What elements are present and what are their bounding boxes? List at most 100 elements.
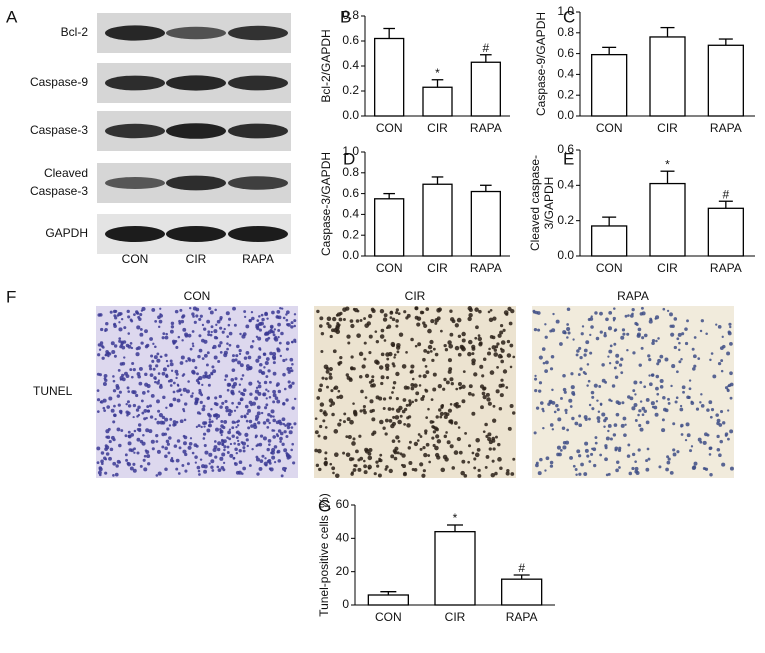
nucleus	[597, 419, 601, 423]
nucleus	[453, 421, 458, 425]
nucleus	[557, 417, 562, 422]
nucleus	[724, 386, 728, 390]
nucleus	[103, 409, 107, 413]
nucleus	[283, 430, 287, 434]
nucleus	[679, 404, 683, 408]
nucleus	[613, 307, 616, 310]
nucleus	[284, 424, 287, 427]
nucleus	[635, 323, 639, 327]
nucleus	[272, 371, 277, 376]
blot-row-label: Caspase-9	[30, 75, 88, 89]
nucleus	[722, 421, 726, 425]
nucleus	[559, 342, 563, 346]
nucleus	[467, 316, 472, 322]
nucleus	[319, 402, 325, 407]
nucleus	[267, 439, 272, 443]
nucleus	[555, 319, 560, 324]
y-tick-label: 0.6	[342, 186, 359, 200]
nucleus	[142, 391, 146, 395]
nucleus	[363, 464, 368, 469]
nucleus	[410, 382, 415, 387]
nucleus	[119, 362, 124, 366]
nucleus	[192, 344, 195, 348]
nucleus	[679, 407, 684, 412]
nucleus	[700, 319, 704, 323]
nucleus	[471, 393, 475, 397]
nucleus	[142, 458, 146, 462]
nucleus	[423, 323, 428, 329]
nucleus	[201, 357, 205, 360]
nucleus	[347, 434, 352, 440]
nucleus	[220, 419, 224, 423]
nucleus	[112, 438, 116, 442]
nucleus	[264, 332, 267, 336]
nucleus	[693, 364, 697, 368]
nucleus	[199, 458, 203, 461]
nucleus	[672, 448, 676, 452]
nucleus	[258, 381, 261, 385]
nucleus	[201, 323, 205, 327]
nucleus	[386, 357, 390, 361]
nucleus	[608, 398, 612, 402]
nucleus	[391, 391, 394, 394]
nucleus	[447, 408, 453, 413]
nucleus	[662, 395, 666, 400]
nucleus	[244, 432, 249, 437]
nucleus	[377, 473, 382, 478]
nucleus	[387, 407, 392, 411]
nucleus	[316, 309, 320, 314]
nucleus	[255, 335, 259, 338]
nucleus	[188, 441, 193, 446]
nucleus	[166, 364, 170, 368]
nucleus	[594, 441, 598, 445]
nucleus	[279, 440, 282, 443]
nucleus	[666, 309, 670, 313]
nucleus	[275, 433, 279, 436]
nucleus	[165, 439, 170, 444]
nucleus	[263, 380, 268, 385]
panel-letter: B	[340, 7, 351, 26]
nucleus	[447, 358, 452, 363]
nucleus	[226, 347, 229, 351]
nucleus	[242, 446, 246, 450]
nucleus	[692, 465, 697, 470]
nucleus	[691, 347, 695, 351]
nucleus	[489, 370, 495, 375]
nucleus	[345, 373, 350, 377]
nucleus	[123, 356, 126, 359]
nucleus	[394, 446, 399, 451]
nucleus	[204, 371, 208, 375]
bar	[591, 53, 628, 117]
nucleus	[161, 415, 166, 420]
nucleus	[429, 420, 434, 424]
nucleus	[172, 423, 176, 427]
nucleus	[632, 389, 636, 393]
nucleus	[391, 439, 396, 443]
blot-band	[228, 226, 288, 242]
nucleus	[471, 352, 475, 356]
nucleus	[149, 337, 153, 341]
nucleus	[395, 324, 399, 328]
nucleus	[693, 336, 697, 339]
nucleus	[618, 466, 621, 469]
nucleus	[115, 464, 119, 468]
nucleus	[282, 358, 286, 363]
nucleus	[706, 408, 710, 412]
nucleus	[317, 448, 322, 454]
nucleus	[639, 380, 643, 384]
nucleus	[414, 344, 418, 348]
nucleus	[98, 348, 102, 351]
nucleus	[238, 449, 242, 453]
nucleus	[146, 390, 150, 393]
nucleus	[422, 446, 426, 450]
nucleus	[98, 467, 103, 472]
nucleus	[251, 447, 254, 451]
nucleus	[374, 330, 378, 333]
nucleus	[576, 449, 581, 454]
nucleus	[474, 452, 480, 458]
blot-band	[166, 175, 226, 191]
nucleus	[264, 406, 268, 410]
nucleus	[282, 422, 286, 426]
nucleus	[236, 424, 240, 427]
y-tick-label: 0.2	[342, 83, 359, 97]
